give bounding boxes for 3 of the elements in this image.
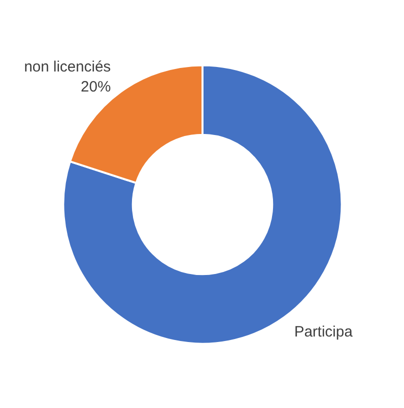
slice-label: non licenciés [24, 58, 111, 76]
slice-label: Participa [294, 323, 354, 340]
data-label: 20% [80, 78, 111, 96]
